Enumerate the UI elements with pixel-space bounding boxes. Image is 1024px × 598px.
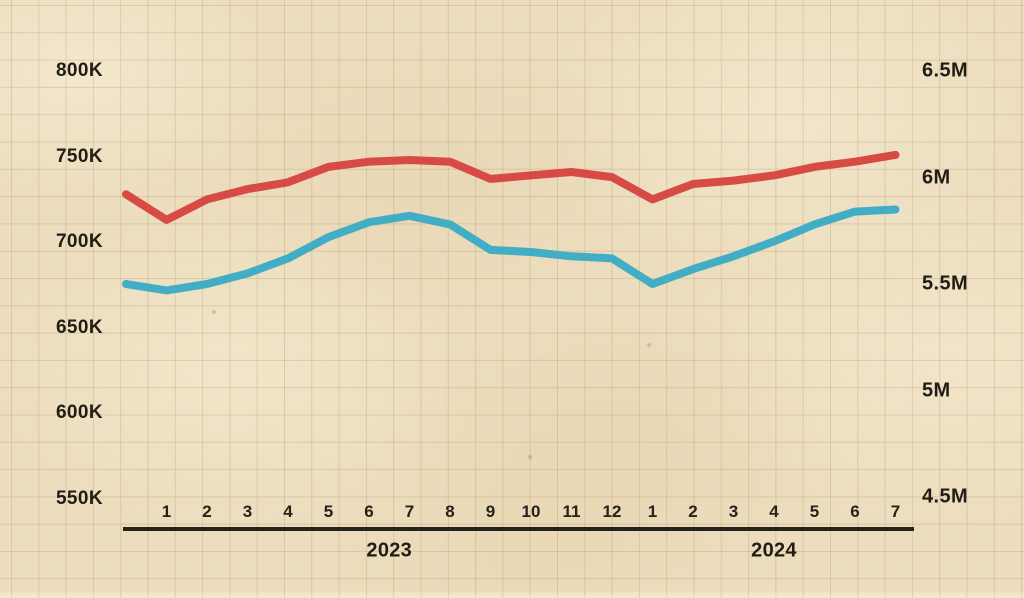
y-axis-left-tick-label: 650K: [55, 316, 103, 338]
x-axis-month-label: 3: [242, 502, 253, 521]
blue-line: [122, 205, 900, 295]
x-axis-month-label: 6: [364, 502, 374, 521]
x-axis-month-label: 7: [404, 502, 415, 521]
x-axis-month-label: 1: [161, 502, 172, 521]
y-axis-left-tick-label: 550K: [55, 488, 103, 509]
y-axis-left-tick-label: 750K: [55, 145, 103, 167]
x-axis-month-label: 9: [485, 502, 496, 521]
x-axis-month-label: 4: [769, 502, 779, 521]
y-axis-right-tick-label: 5M: [922, 379, 951, 401]
y-axis-left-tick-label: 600K: [55, 402, 103, 424]
x-axis-month-label: 1: [647, 502, 658, 521]
y-axis-left-tick-label: 800K: [55, 60, 103, 81]
x-axis-month-label: 12: [602, 502, 622, 521]
red-line: [122, 150, 900, 224]
y-axis-left-tick-label: 700K: [55, 231, 103, 253]
x-axis-year-label: 2024: [751, 539, 797, 562]
y-axis-right-tick-label: 5.5M: [922, 272, 969, 295]
y-axis-right-tick-label: 6.5M: [922, 59, 969, 82]
y-axis-right-tick-label: 4.5M: [922, 485, 969, 508]
x-axis-month-label: 2: [202, 502, 212, 521]
x-axis-month-label: 7: [890, 502, 901, 521]
x-axis-year-label: 2023: [366, 539, 413, 562]
x-axis-month-label: 2: [688, 502, 698, 521]
x-axis-month-label: 5: [323, 502, 334, 521]
x-axis-month-label: 6: [850, 502, 860, 521]
x-axis-month-label: 3: [728, 502, 739, 521]
x-axis-month-label: 11: [562, 502, 581, 521]
x-axis-month-label: 8: [445, 502, 455, 521]
y-axis-right-tick-label: 6M: [922, 166, 951, 188]
x-axis-month-label: 4: [283, 502, 293, 521]
x-axis-month-label: 10: [521, 502, 541, 521]
x-axis-month-label: 5: [809, 502, 820, 521]
